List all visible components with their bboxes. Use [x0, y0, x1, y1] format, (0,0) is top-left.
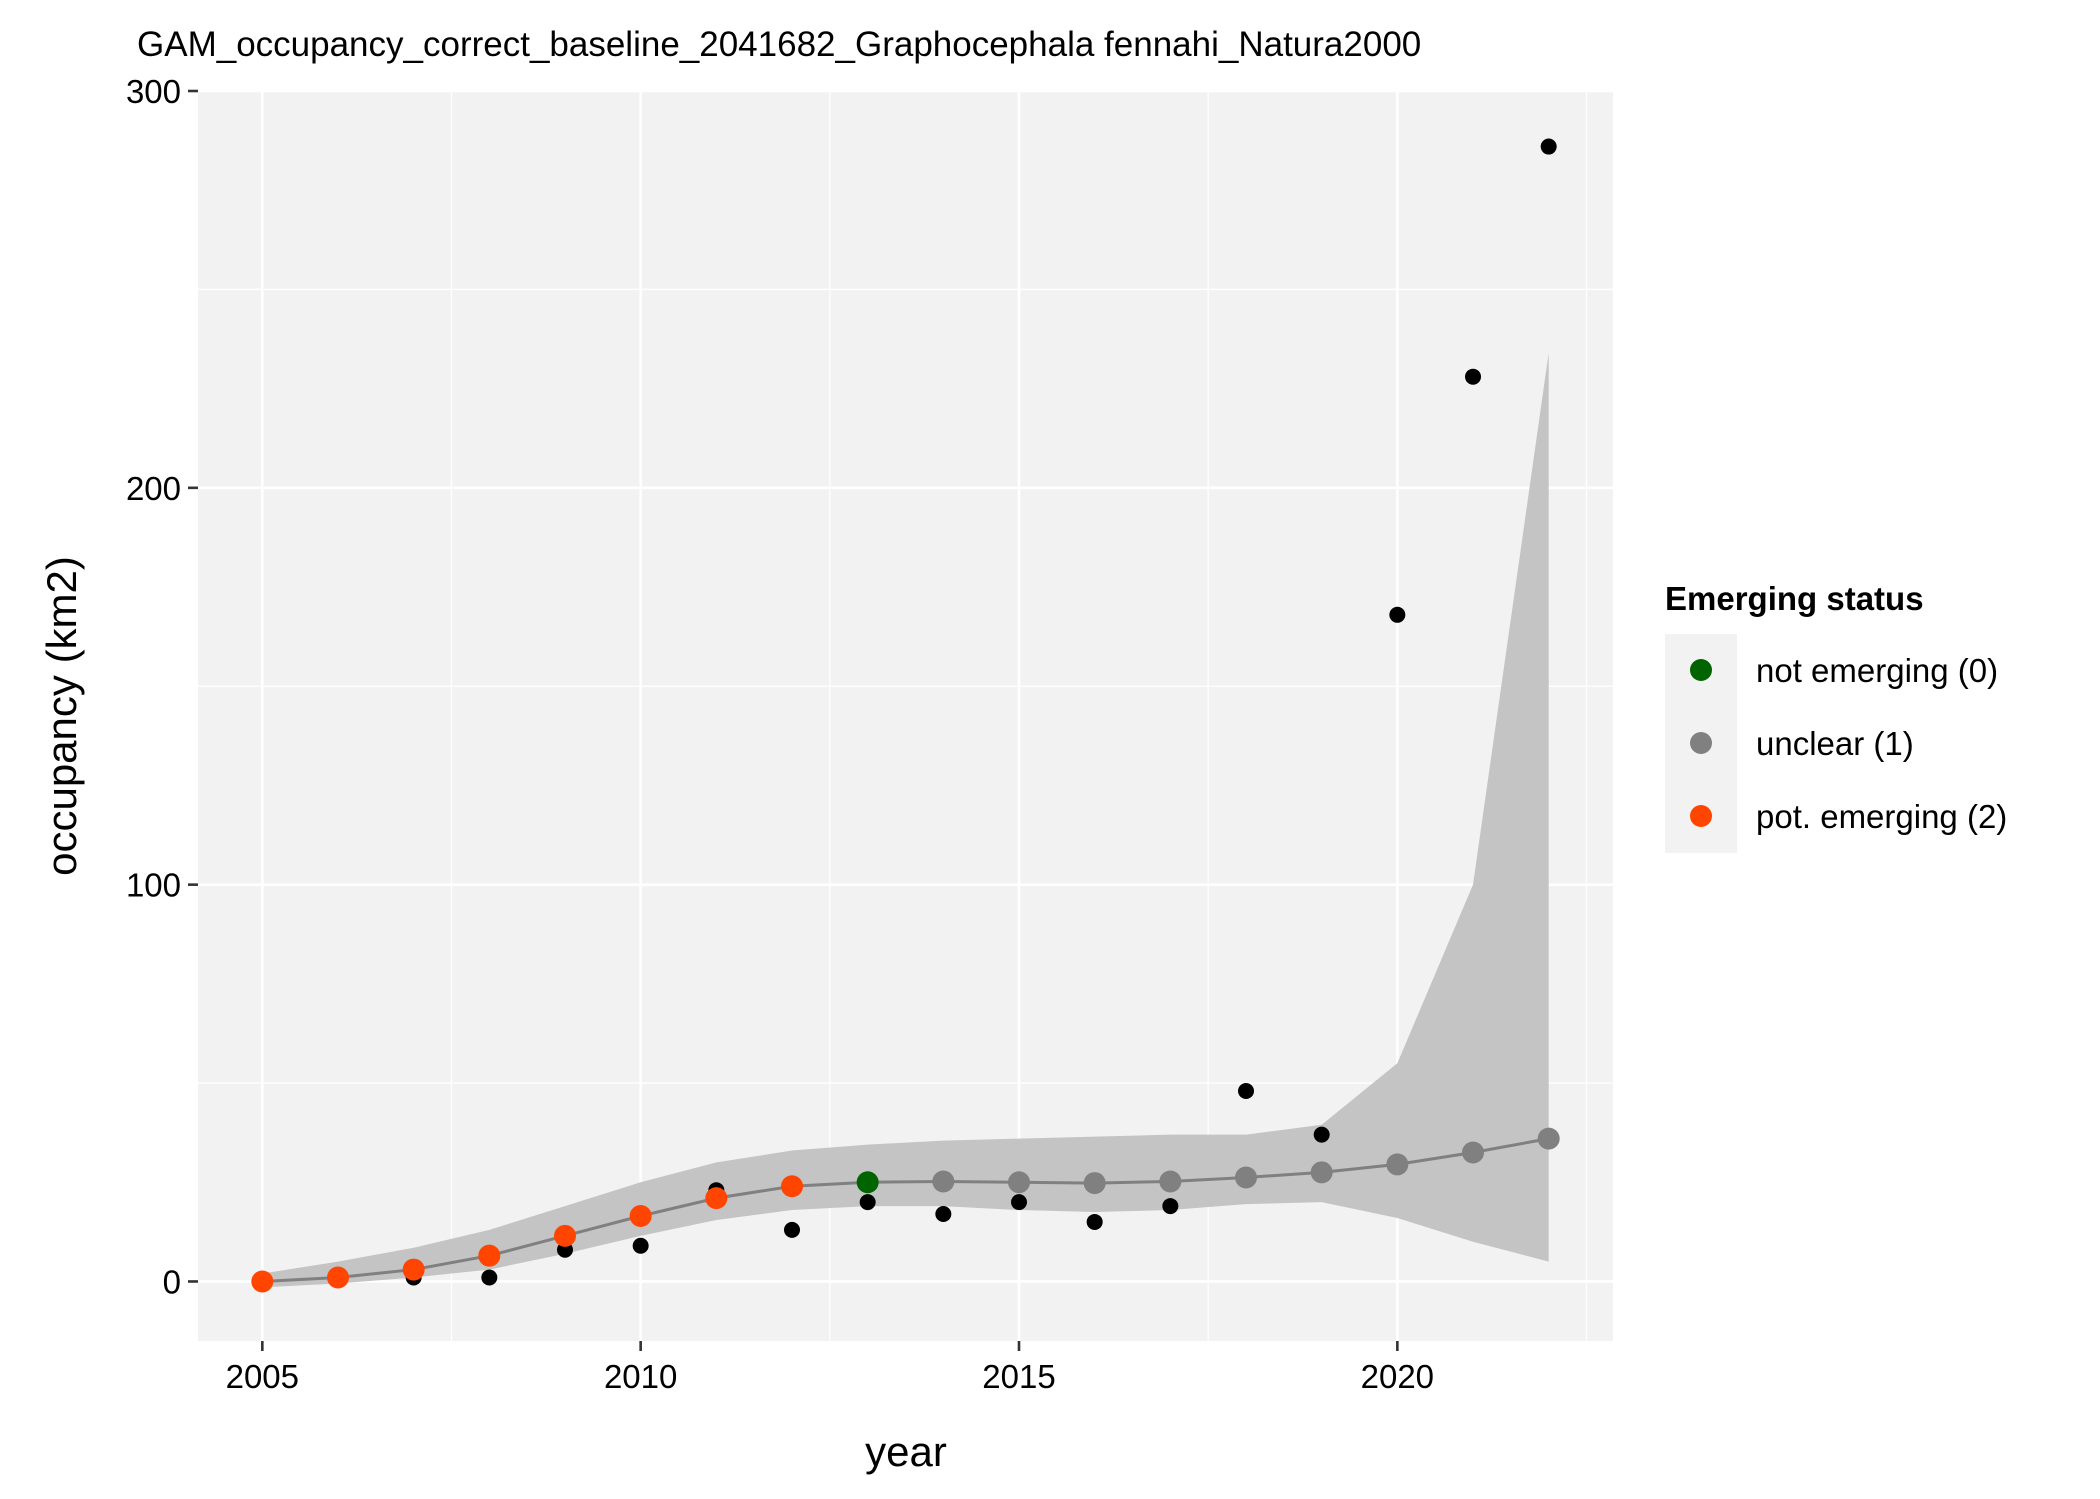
fit-point	[856, 1171, 879, 1194]
legend-label: not emerging (0)	[1756, 652, 1998, 689]
fit-point	[1008, 1171, 1031, 1194]
fit-point	[629, 1205, 652, 1227]
observed-point	[1389, 606, 1406, 623]
legend-key-dot	[1690, 805, 1712, 827]
x-tick-label: 2015	[982, 1358, 1055, 1395]
observed-point	[1465, 368, 1482, 385]
legend-key-dot	[1690, 659, 1712, 681]
observed-point	[1238, 1083, 1255, 1099]
chart-title: GAM_occupancy_correct_baseline_2041682_G…	[137, 25, 1421, 64]
fit-point	[478, 1244, 501, 1267]
x-tick-label: 2020	[1361, 1358, 1434, 1395]
y-tick-label: 100	[126, 867, 181, 904]
observed-point	[1313, 1126, 1330, 1143]
observed-point	[859, 1194, 876, 1211]
observed-point	[632, 1237, 649, 1254]
y-tick-label: 0	[163, 1263, 181, 1300]
fit-point	[1386, 1153, 1409, 1176]
fit-point	[932, 1170, 955, 1193]
x-axis-title: year	[865, 1428, 947, 1475]
fit-point	[780, 1175, 803, 1198]
fit-point	[326, 1266, 349, 1289]
y-axis-title: occupancy (km2)	[38, 556, 85, 876]
fit-line-layer	[262, 1137, 1549, 1283]
axes: 2005 2010 2015 2020 0 100 200 300	[126, 73, 1434, 1395]
legend: Emerging status not emerging (0) unclear …	[1665, 580, 2007, 853]
observed-point	[935, 1206, 952, 1223]
fit-points-layer	[251, 1127, 1560, 1293]
legend-label: pot. emerging (2)	[1756, 798, 2007, 835]
observed-point	[1086, 1213, 1103, 1230]
x-tick-label: 2005	[226, 1358, 299, 1395]
y-tick-label: 200	[126, 470, 181, 507]
observed-point	[481, 1269, 498, 1286]
fit-point	[553, 1224, 576, 1247]
observed-point	[1162, 1198, 1179, 1215]
observed-point	[1011, 1194, 1028, 1211]
fit-point	[1462, 1141, 1485, 1164]
fit-point	[1310, 1161, 1333, 1184]
fit-point	[1537, 1127, 1560, 1150]
fit-point	[1159, 1170, 1182, 1193]
legend-title: Emerging status	[1665, 580, 1924, 617]
legend-label: unclear (1)	[1756, 725, 1914, 762]
y-tick-label: 300	[126, 73, 181, 110]
fit-point	[1083, 1172, 1106, 1195]
legend-key-dot	[1690, 732, 1712, 754]
fit-point	[705, 1187, 728, 1210]
fit-point	[1235, 1166, 1258, 1189]
x-tick-label: 2010	[604, 1358, 677, 1395]
observed-point	[783, 1221, 800, 1238]
confidence-band	[262, 352, 1549, 1288]
fit-point	[402, 1258, 425, 1281]
fit-line	[262, 1137, 1549, 1283]
confidence-band-layer	[262, 352, 1549, 1288]
fit-point	[251, 1270, 274, 1293]
observed-point	[1540, 138, 1557, 155]
